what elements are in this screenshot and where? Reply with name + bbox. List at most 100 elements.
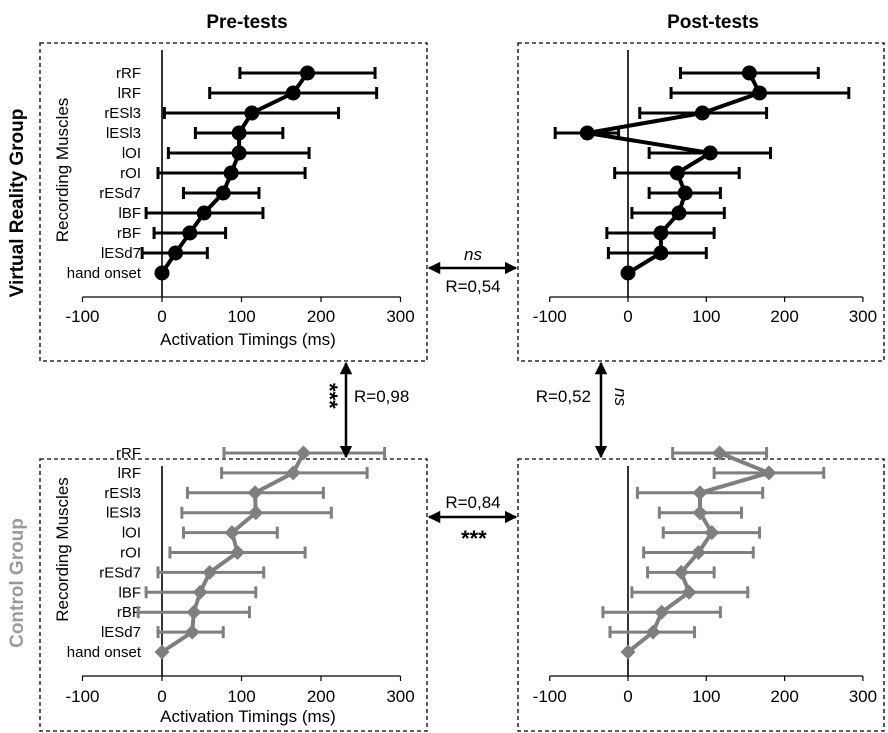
r-post-vr-control: R=0,52 <box>536 387 591 406</box>
y-category-label: rESl3 <box>104 105 141 122</box>
data-point <box>579 125 595 141</box>
x-tick-label: -100 <box>65 307 99 326</box>
data-point <box>653 225 669 241</box>
y-category-label: rBF <box>117 604 141 621</box>
y-category-label: rOI <box>120 545 141 562</box>
y-category-label: rOI <box>120 165 141 182</box>
data-point <box>681 584 697 600</box>
data-point <box>704 525 720 541</box>
x-tick-label: 0 <box>157 687 166 706</box>
data-point <box>694 105 710 121</box>
x-tick-label: 100 <box>227 307 255 326</box>
y-category-label: lESl3 <box>106 125 141 142</box>
y-category-label: lBF <box>119 584 142 601</box>
data-point <box>653 245 669 261</box>
x-tick-label: 100 <box>227 687 255 706</box>
r-vr-pre-post: R=0,54 <box>445 277 500 296</box>
panel-box-vr-post <box>517 42 885 362</box>
data-point <box>223 165 239 181</box>
data-point <box>231 145 247 161</box>
data-point <box>168 245 184 261</box>
data-point <box>690 545 706 560</box>
panel-box-vr-pre <box>39 42 428 362</box>
y-category-label: lESl3 <box>106 505 141 522</box>
stat-vr-pre-post: ns <box>464 245 482 264</box>
data-point <box>182 225 198 241</box>
data-point <box>712 445 728 461</box>
x-tick-label: 300 <box>386 307 414 326</box>
data-point <box>186 604 202 620</box>
stat-control-pre-post: *** <box>460 526 487 551</box>
x-tick-label: 300 <box>386 687 414 706</box>
y-category-label: rRF <box>116 445 141 462</box>
x-axis-title: Activation Timings (ms) <box>160 707 336 726</box>
data-point <box>215 185 231 201</box>
data-point <box>224 525 240 541</box>
data-point <box>231 125 247 141</box>
y-category-label: lBF <box>119 205 142 222</box>
data-point <box>196 205 212 221</box>
y-category-label: hand onset <box>67 265 142 282</box>
data-point <box>296 445 312 461</box>
data-point <box>247 485 263 501</box>
data-point <box>654 604 670 620</box>
y-category-label: lESd7 <box>101 624 141 641</box>
x-tick-label: 0 <box>157 307 166 326</box>
y-category-label: rESd7 <box>99 564 141 581</box>
x-tick-label: -100 <box>533 307 567 326</box>
data-point <box>752 85 768 101</box>
x-tick-label: 300 <box>849 687 877 706</box>
data-point <box>761 465 777 481</box>
panel-vr-pre: -100 0 100 200 300 Activation Timings (ms) Rec… <box>53 50 415 349</box>
data-point <box>620 644 636 660</box>
data-point <box>673 564 689 580</box>
x-axis-title: Activation Timings (ms) <box>160 330 336 349</box>
data-point <box>192 584 208 600</box>
y-category-label: lESd7 <box>101 245 141 262</box>
y-category-label: rRF <box>116 65 141 82</box>
x-tick-label: 100 <box>692 687 720 706</box>
data-point <box>299 65 315 81</box>
x-tick-label: -100 <box>65 687 99 706</box>
x-tick-label: 0 <box>623 687 632 706</box>
data-point <box>671 205 687 221</box>
data-point <box>692 485 708 501</box>
data-point <box>645 624 661 640</box>
x-tick-label: 100 <box>692 307 720 326</box>
y-category-label: rESd7 <box>99 185 141 202</box>
data-point <box>244 105 260 121</box>
y-category-label: lRF <box>118 465 141 482</box>
data-point <box>741 65 757 81</box>
x-tick-label: 0 <box>623 307 632 326</box>
panel-control-pre: -100 0 100 200 300 Activation Timings (ms) Rec… <box>53 445 415 726</box>
data-point <box>285 85 301 101</box>
data-point <box>154 644 170 660</box>
panel-control-post: -100 0 100 200 300 <box>533 445 877 706</box>
x-tick-label: 200 <box>307 307 335 326</box>
data-point <box>202 564 218 580</box>
y-axis-title: Recording Muscles <box>53 98 72 243</box>
panel-box-control-post <box>517 458 885 732</box>
y-category-label: lOI <box>122 525 141 542</box>
x-tick-label: 300 <box>849 307 877 326</box>
y-category-label: lRF <box>118 85 141 102</box>
column-title-post: Post-tests <box>667 12 759 33</box>
data-point <box>230 545 246 560</box>
data-point <box>248 505 264 521</box>
data-point <box>692 505 708 521</box>
data-point <box>184 624 200 640</box>
x-tick-label: 200 <box>770 687 798 706</box>
r-control-pre-post: R=0,84 <box>445 493 500 512</box>
data-point <box>285 465 301 481</box>
y-axis-title: Recording Muscles <box>53 477 72 622</box>
y-category-label: rBF <box>117 225 141 242</box>
row-title-control: Control Group <box>7 518 28 648</box>
data-point <box>669 165 685 181</box>
data-point <box>620 265 636 281</box>
y-category-label: rESl3 <box>104 485 141 502</box>
y-category-label: lOI <box>122 145 141 162</box>
x-tick-label: 200 <box>307 687 335 706</box>
data-point <box>154 265 170 281</box>
column-title-pre: Pre-tests <box>206 12 287 33</box>
